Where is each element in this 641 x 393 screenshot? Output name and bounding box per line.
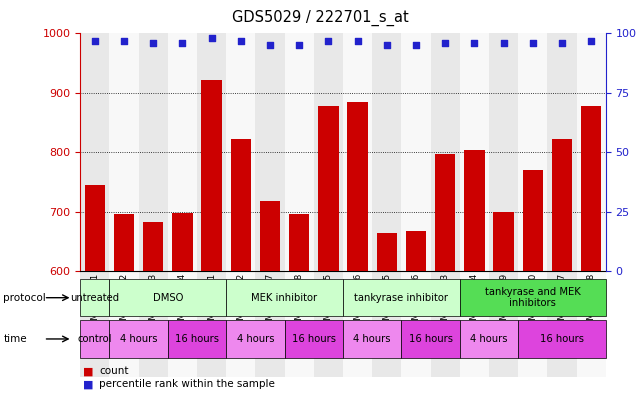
Text: untreated: untreated (70, 293, 119, 303)
Point (353, 37, 363, 44)
Text: tankyrase and MEK
inhibitors: tankyrase and MEK inhibitors (485, 287, 581, 309)
Bar (460, 33, 489, 271)
Text: count: count (99, 366, 129, 376)
Point (206, 35, 217, 41)
Point (119, 37, 129, 44)
Bar (143, 222, 163, 271)
Bar (376, 233, 397, 271)
Bar (347, 102, 368, 271)
Bar (138, 33, 168, 271)
Text: 16 hours: 16 hours (175, 334, 219, 344)
Point (265, 42, 275, 48)
Point (177, 40, 187, 46)
Text: MEK inhibitor: MEK inhibitor (251, 293, 317, 303)
Bar (522, 170, 543, 271)
Point (528, 40, 538, 46)
Text: 4 hours: 4 hours (353, 334, 391, 344)
Point (440, 40, 450, 46)
Text: percentile rank within the sample: percentile rank within the sample (99, 379, 275, 389)
Point (411, 42, 421, 48)
Bar (372, 33, 401, 271)
Bar (435, 154, 455, 271)
Bar (172, 213, 192, 271)
Text: DMSO: DMSO (153, 293, 183, 303)
Bar (576, 33, 606, 271)
Bar (431, 33, 460, 271)
Bar (260, 201, 280, 271)
Point (557, 40, 567, 46)
Bar (318, 106, 338, 271)
Point (499, 40, 509, 46)
Text: 4 hours: 4 hours (470, 334, 508, 344)
Text: protocol: protocol (3, 293, 46, 303)
Bar (255, 33, 285, 271)
Text: 4 hours: 4 hours (120, 334, 157, 344)
Point (294, 42, 304, 48)
Bar (489, 33, 518, 271)
Text: GDS5029 / 222701_s_at: GDS5029 / 222701_s_at (232, 10, 409, 26)
Point (148, 40, 158, 46)
Bar (168, 33, 197, 271)
Text: 4 hours: 4 hours (237, 334, 274, 344)
Bar (552, 139, 572, 271)
Bar (231, 139, 251, 271)
Text: control: control (78, 334, 112, 344)
Bar (547, 33, 576, 271)
Point (323, 37, 333, 44)
Bar (285, 33, 313, 271)
Bar (343, 33, 372, 271)
Bar (401, 33, 431, 271)
Bar (406, 231, 426, 271)
Point (90, 37, 100, 44)
Bar (289, 213, 310, 271)
Text: ■: ■ (83, 379, 94, 389)
Bar (80, 33, 110, 271)
Bar (494, 212, 514, 271)
Text: time: time (3, 334, 27, 344)
Bar (581, 106, 601, 271)
Bar (113, 213, 134, 271)
Bar (464, 150, 485, 271)
Text: 16 hours: 16 hours (408, 334, 453, 344)
Bar (313, 33, 343, 271)
Bar (201, 80, 222, 271)
Bar (197, 33, 226, 271)
Bar (85, 185, 105, 271)
Point (381, 42, 392, 48)
Text: tankyrase inhibitor: tankyrase inhibitor (354, 293, 448, 303)
Point (586, 37, 596, 44)
Point (469, 40, 479, 46)
Bar (226, 33, 255, 271)
Text: ■: ■ (83, 366, 94, 376)
Text: 16 hours: 16 hours (540, 334, 584, 344)
Point (236, 37, 246, 44)
Text: 16 hours: 16 hours (292, 334, 336, 344)
Bar (518, 33, 547, 271)
Bar (110, 33, 138, 271)
